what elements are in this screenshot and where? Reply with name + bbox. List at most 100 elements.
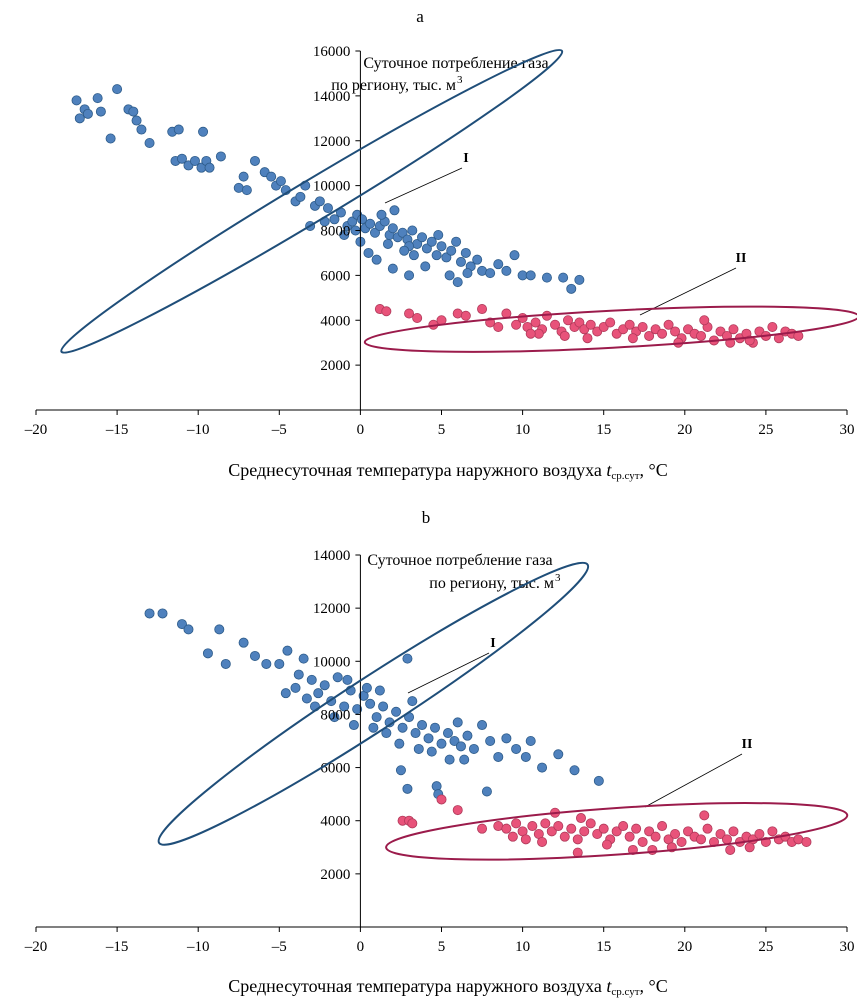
data-point-group-I [481, 786, 492, 797]
group-label-II-b: II [742, 737, 753, 752]
data-point-group-II [460, 310, 471, 321]
data-point-group-II [801, 836, 812, 847]
data-point-group-I [202, 648, 213, 659]
data-point-group-I [391, 706, 402, 717]
data-point-group-I [399, 245, 410, 256]
y-tick-label: 2000 [320, 867, 350, 883]
x-tick-label: –5 [271, 939, 287, 955]
data-point-group-II [670, 829, 681, 840]
data-point-group-I [363, 247, 374, 258]
data-point-group-II [624, 319, 635, 330]
data-point-group-I [95, 106, 106, 117]
x-tick-label: 5 [438, 939, 446, 955]
data-point-group-II [611, 826, 622, 837]
x-tick-label: 30 [840, 939, 855, 955]
data-point-group-I [241, 185, 252, 196]
data-point-group-I [290, 682, 301, 693]
data-point-group-I [553, 749, 564, 760]
data-point-group-II [728, 826, 739, 837]
data-point-group-I [394, 738, 405, 749]
x-tick-label: 25 [758, 422, 773, 438]
data-point-group-I [382, 238, 393, 249]
data-point-group-I [128, 106, 139, 117]
x-axis-unit-b: , °C [640, 976, 668, 996]
data-point-group-II [553, 821, 564, 832]
data-point-group-I [462, 268, 473, 279]
ellipse-layer-a [60, 48, 857, 354]
data-point-group-II [585, 319, 596, 330]
data-point-group-II [404, 308, 415, 319]
panel-label-b: b [422, 508, 431, 527]
data-point-group-I [417, 232, 428, 243]
data-point-group-I [433, 229, 444, 240]
data-point-group-I [92, 93, 103, 104]
data-point-group-II [618, 821, 629, 832]
data-point-group-II [676, 836, 687, 847]
x-axis-var-a: t [606, 460, 612, 480]
x-tick-label: 20 [677, 422, 692, 438]
x-tick-label: –15 [105, 422, 129, 438]
data-point-group-I [261, 658, 272, 669]
data-point-group-I [348, 720, 359, 731]
data-point-group-I [459, 754, 470, 765]
data-point-group-I [421, 243, 432, 254]
data-point-group-I [342, 674, 353, 685]
data-point-group-I [423, 733, 434, 744]
data-point-group-II [507, 831, 518, 842]
data-point-group-I [322, 203, 333, 214]
data-point-group-II [525, 328, 536, 339]
data-point-group-II [637, 836, 648, 847]
data-point-group-I [410, 728, 421, 739]
data-point-group-II [563, 315, 574, 326]
data-point-group-I [462, 730, 473, 741]
data-point-group-I [397, 227, 408, 238]
data-point-group-I [249, 650, 260, 661]
data-point-group-II [572, 834, 583, 845]
data-point-group-II [670, 326, 681, 337]
data-point-group-I [82, 108, 93, 119]
group-pointer-II-b [644, 753, 743, 808]
data-point-group-II [767, 826, 778, 837]
data-point-group-II [624, 831, 635, 842]
data-point-group-II [627, 333, 638, 344]
data-point-group-II [605, 317, 616, 328]
data-point-group-II [412, 313, 423, 324]
cluster-ellipse-group-I [60, 48, 564, 354]
data-point-group-II [637, 321, 648, 332]
data-point-group-II [592, 829, 603, 840]
data-point-group-II [754, 829, 765, 840]
data-point-group-I [220, 658, 231, 669]
data-point-group-II [767, 321, 778, 332]
data-point-group-I [446, 245, 457, 256]
y-tick-label: 14000 [313, 89, 351, 105]
data-point-group-I [395, 765, 406, 776]
data-point-group-I [198, 126, 209, 137]
data-point-group-I [105, 133, 116, 144]
data-point-group-II [574, 317, 585, 328]
data-point-group-II [631, 823, 642, 834]
data-point-group-I [369, 227, 380, 238]
x-tick-label: –20 [24, 422, 48, 438]
data-point-group-I [426, 236, 437, 247]
data-point-group-I [402, 783, 413, 794]
data-point-group-I [566, 283, 577, 294]
data-point-group-I [485, 268, 496, 279]
data-point-group-I [301, 693, 312, 704]
data-point-group-I [452, 717, 463, 728]
data-point-group-II [582, 333, 593, 344]
data-point-group-II [381, 306, 392, 317]
data-point-group-II [663, 319, 674, 330]
y-tick-label: 6000 [320, 268, 350, 284]
data-point-group-II [657, 328, 668, 339]
x-tick-label: 10 [515, 939, 530, 955]
data-point-group-II [696, 330, 707, 341]
data-point-group-I [404, 270, 415, 281]
data-point-group-II [511, 818, 522, 829]
cluster-ellipse-group-II [363, 305, 857, 353]
data-point-group-I [313, 688, 324, 699]
data-point-group-I [157, 608, 168, 619]
y-tick-label: 14000 [313, 548, 351, 564]
y-tick-label: 2000 [320, 358, 350, 374]
data-point-group-II [477, 823, 488, 834]
x-tick-label: –5 [271, 422, 287, 438]
